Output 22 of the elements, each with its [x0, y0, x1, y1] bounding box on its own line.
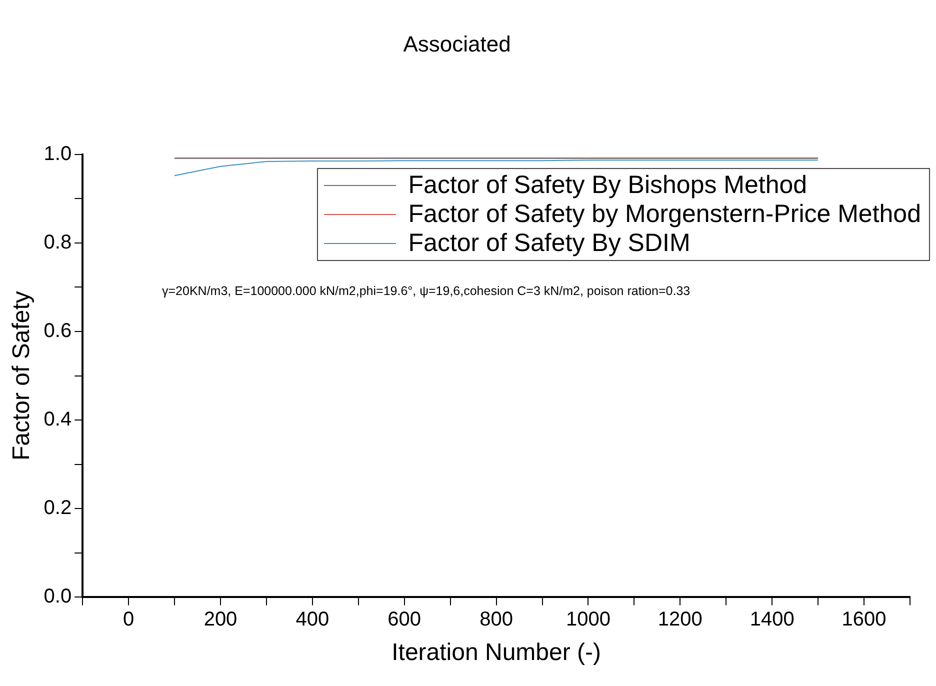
legend-label: Factor of Safety By Bishops Method	[408, 171, 808, 200]
x-tick-label: 0	[123, 608, 134, 631]
x-tick-label: 200	[204, 608, 238, 631]
x-tick-label: 1000	[566, 608, 610, 631]
annotation: γ=20KN/m3, E=100000.000 kN/m2,phi=19.6°, ψ=19,6,cohesion C=3 kN/m2, poison ration=0.33	[162, 284, 690, 298]
y-tick-label: 0.8	[44, 231, 72, 254]
legend-label: Factor of Safety By SDIM	[408, 229, 690, 258]
y-axis-title: Factor of Safety	[8, 291, 36, 461]
x-tick-label: 800	[480, 608, 513, 631]
x-tick-label: 1400	[750, 608, 794, 631]
x-tick-label: 600	[388, 608, 422, 631]
chart-title: Associated	[403, 31, 511, 56]
y-tick-label: 0.2	[44, 497, 72, 520]
y-tick-label: 0.0	[44, 586, 72, 608]
legend-label: Factor of Safety by Morgenstern-Price Method	[408, 200, 921, 229]
y-tick-label: 1.0	[44, 142, 72, 165]
x-tick-label: 1200	[658, 608, 702, 631]
x-tick-label: 400	[296, 608, 330, 631]
x-tick-label: 1600	[842, 608, 886, 631]
y-tick-label: 0.4	[44, 408, 72, 431]
x-axis-title: Iteration Number (-)	[392, 639, 601, 666]
y-tick-label: 0.6	[44, 320, 72, 342]
